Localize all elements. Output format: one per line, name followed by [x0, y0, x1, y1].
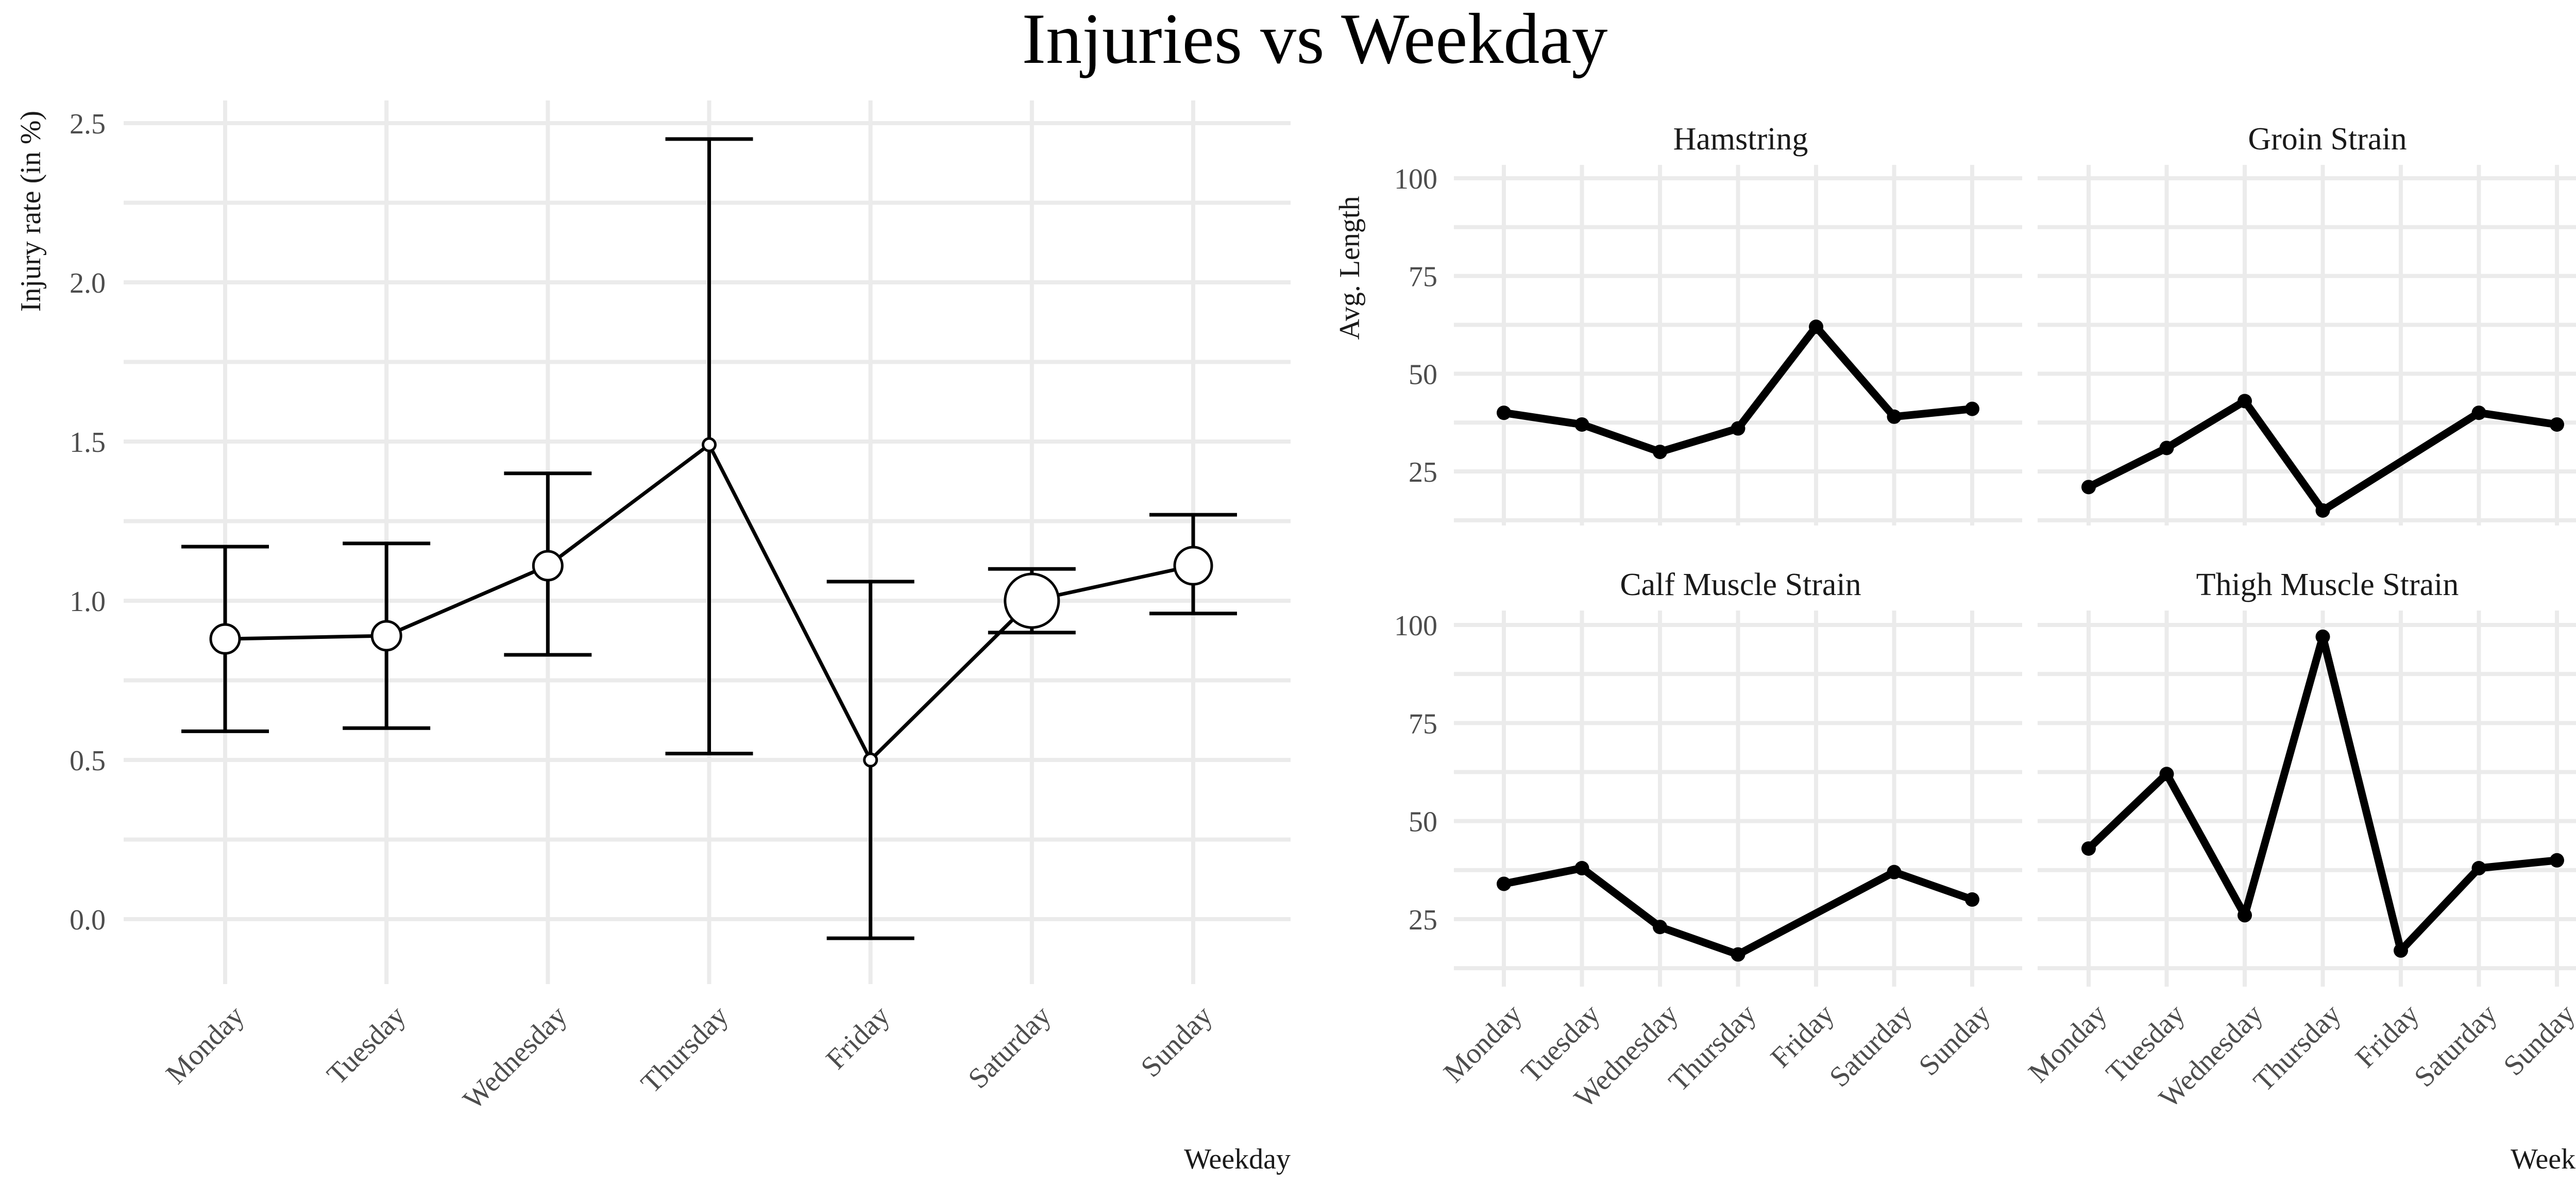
data-point: [1965, 892, 1979, 907]
y-tick-label: 100: [1394, 610, 1437, 642]
facet-panel: Hamstring 25 50 75 100: [1394, 122, 2022, 526]
y-tick-label: 1.5: [70, 427, 106, 459]
x-tick-label: Friday: [820, 1000, 896, 1075]
facet-panel: Thigh Muscle StrainMondayTuesdayWednesda…: [2022, 567, 2576, 1114]
data-point: [1809, 319, 1823, 334]
data-point: [370, 620, 402, 652]
y-tick-label: 75: [1409, 261, 1437, 293]
x-tick-label: Sunday: [1913, 998, 1997, 1082]
data-point: [2159, 767, 2174, 782]
facet-title: Groin Strain: [2248, 122, 2406, 157]
facets-x-axis-title: Weekday: [2511, 1143, 2576, 1175]
avg-length-facets: Hamstring 25 50 75 100 Groin Strain Calf Muscl…: [1334, 122, 2576, 1175]
data-point: [1965, 401, 1979, 416]
y-tick-label: 25: [1409, 456, 1437, 488]
y-tick-label: 0.0: [70, 904, 106, 936]
data-point: [209, 623, 241, 655]
data-point: [2315, 503, 2330, 518]
series-line: [1500, 864, 1976, 959]
injury-rate-panel: 0.0 0.5 1.0 1.5 2.0 2.5 Monday Tuesday Wednesday…: [15, 100, 1291, 1175]
facet-title: Hamstring: [1673, 122, 1808, 157]
x-tick-label: Sunday: [2498, 998, 2576, 1082]
data-point: [1497, 405, 1511, 420]
x-tick-label: Thursday: [2247, 998, 2347, 1097]
y-tick-label: 50: [1409, 359, 1437, 391]
y-tick-label: 75: [1409, 708, 1437, 740]
facet-panel: Calf Muscle Strain255075100MondayTuesday…: [1394, 567, 2022, 1114]
x-tick-label: Friday: [2349, 998, 2425, 1074]
data-point: [1887, 865, 1902, 879]
y-tick-label: 2.0: [70, 267, 106, 299]
y-tick-label: 50: [1409, 806, 1437, 838]
data-point: [1731, 421, 1745, 436]
x-tick-label: Saturday: [962, 1000, 1057, 1095]
figure-title: Injuries vs Weekday: [1022, 0, 1608, 79]
data-point: [2081, 841, 2096, 856]
x-tick-label: Thursday: [1663, 998, 1762, 1097]
x-tick-label: Wednesday: [457, 1000, 573, 1115]
data-point: [1731, 947, 1745, 962]
data-point: [1497, 876, 1511, 891]
data-point: [1173, 546, 1213, 586]
x-tick-label: Monday: [2022, 998, 2113, 1089]
data-point: [2315, 629, 2330, 644]
facet-title: Thigh Muscle Strain: [2196, 567, 2459, 602]
data-point: [863, 752, 878, 768]
x-tick-label: Monday: [1437, 998, 1528, 1089]
x-tick-label: Thursday: [635, 1000, 734, 1099]
series-line: [2084, 397, 2561, 515]
data-point: [2550, 853, 2564, 868]
data-point: [2081, 480, 2096, 495]
data-point: [2550, 417, 2564, 432]
data-point: [1574, 417, 1589, 432]
data-point: [1653, 445, 1667, 460]
y-tick-label: 2.5: [70, 108, 106, 140]
x-tick-label: Sunday: [1135, 1000, 1219, 1084]
facets-y-axis-title: Avg. Length: [1334, 196, 1366, 340]
y-tick-label: 1.0: [70, 586, 106, 618]
data-point: [1653, 920, 1667, 935]
data-point: [2238, 908, 2252, 923]
x-tick-label: Tuesday: [321, 1000, 412, 1091]
x-tick-label: Saturday: [2408, 998, 2503, 1093]
facet-title: Calf Muscle Strain: [1620, 567, 1861, 602]
data-point: [1004, 572, 1060, 629]
data-point: [1574, 861, 1589, 876]
facet-panel: Groin Strain: [2038, 122, 2576, 526]
data-point: [2238, 394, 2252, 409]
data-point: [2471, 861, 2486, 876]
x-tick-label: Saturday: [1823, 998, 1919, 1093]
y-tick-label: 0.5: [70, 745, 106, 777]
data-point: [702, 437, 717, 452]
x-tick-label: Friday: [1765, 998, 1840, 1074]
data-point: [2471, 405, 2486, 420]
x-tick-label: Monday: [160, 1000, 250, 1090]
data-point: [532, 550, 564, 582]
y-tick-label: 25: [1409, 904, 1437, 936]
y-axis-title: Injury rate (in %): [15, 111, 47, 312]
data-point: [1887, 409, 1902, 424]
x-axis-title: Weekday: [1184, 1143, 1291, 1175]
data-point: [2159, 441, 2174, 455]
y-tick-label: 100: [1394, 163, 1437, 195]
data-point: [2394, 943, 2408, 958]
